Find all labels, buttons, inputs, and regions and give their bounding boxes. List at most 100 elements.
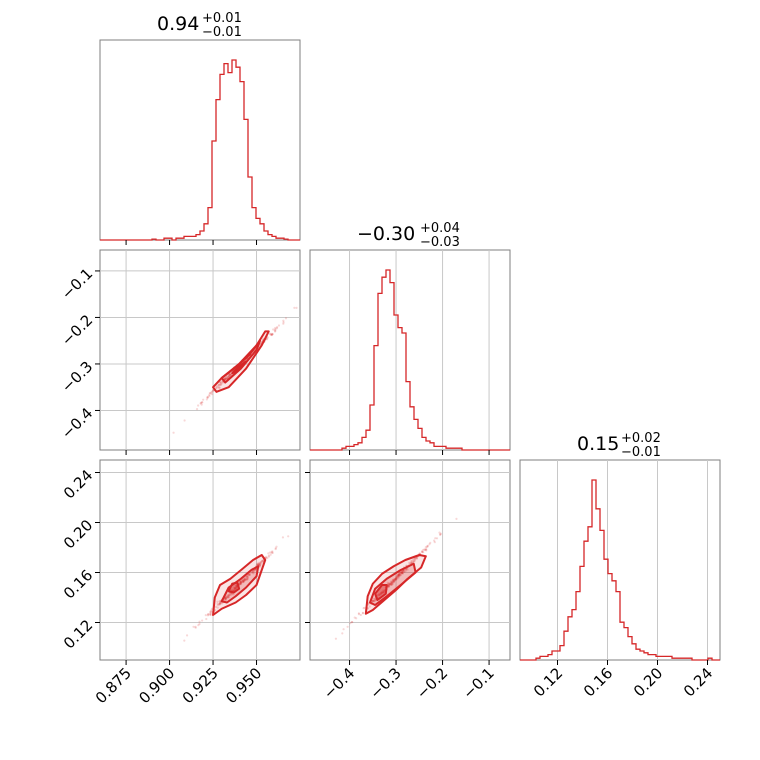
- scatter-point: [392, 580, 396, 583]
- scatter-point: [389, 583, 392, 586]
- scatter-point: [351, 621, 354, 624]
- scatter-point: [242, 580, 245, 584]
- scatter-point: [265, 555, 268, 558]
- scatter-point: [349, 622, 352, 625]
- x-tick-label: 0.12: [530, 664, 566, 700]
- scatter-point: [218, 603, 221, 606]
- scatter-point: [426, 545, 429, 549]
- scatter-point: [209, 610, 212, 613]
- scatter-point: [393, 579, 396, 583]
- scatter-point: [238, 582, 241, 586]
- scatter-point: [246, 576, 249, 579]
- title-param-1: −0.30 +0.04 −0.03: [357, 221, 460, 250]
- scatter-point: [295, 306, 298, 310]
- scatter-point: [243, 578, 246, 581]
- scatter-point: [228, 592, 231, 595]
- scatter-point: [274, 547, 277, 550]
- scatter-point: [334, 637, 338, 640]
- scatter-point: [214, 605, 218, 608]
- scatter-point: [241, 580, 244, 583]
- title-0-value: 0.94: [157, 13, 199, 35]
- title-1-plus: +0.04: [420, 221, 460, 236]
- scatter-point: [258, 564, 261, 567]
- scatter-point: [424, 548, 428, 551]
- scatter-point: [245, 577, 249, 580]
- x-tick-label: 0.16: [580, 664, 616, 700]
- scatter-point: [198, 620, 201, 623]
- scatter-point: [208, 393, 211, 397]
- scatter-point: [401, 571, 404, 574]
- scatter-point: [398, 572, 401, 575]
- scatter-point: [235, 586, 238, 589]
- panel-frame: [99, 249, 301, 451]
- y-tick-label: −0.4: [58, 404, 96, 442]
- scatter-point: [224, 597, 227, 600]
- x-tick-label: 0.24: [680, 664, 716, 700]
- scatter-point: [371, 599, 375, 603]
- y-tick-label: −0.3: [58, 358, 96, 396]
- scatter-point: [235, 584, 238, 587]
- scatter-point: [242, 579, 245, 582]
- scatter-point: [241, 579, 244, 583]
- scatter-point: [252, 569, 255, 573]
- scatter-point: [211, 390, 214, 394]
- panel-frame: [519, 459, 721, 661]
- scatter-point: [252, 571, 255, 574]
- scatter-point: [225, 596, 229, 599]
- scatter-point: [395, 578, 398, 581]
- scatter-point: [273, 330, 277, 333]
- scatter-point: [350, 620, 353, 624]
- scatter-point: [420, 550, 424, 554]
- scatter-point: [426, 544, 429, 547]
- scatter-point: [390, 582, 393, 585]
- scatter-point: [390, 580, 394, 583]
- scatter-point: [246, 577, 249, 581]
- scatter-point: [201, 619, 204, 622]
- scatter-point: [398, 574, 402, 577]
- scatter-point: [233, 587, 236, 590]
- scatter-point: [271, 551, 274, 555]
- scatter-point: [270, 333, 273, 336]
- scatter-point: [268, 551, 272, 554]
- scatter-point: [218, 602, 221, 605]
- scatter-point: [208, 392, 211, 395]
- scatter-point: [413, 560, 416, 563]
- scatter-point: [259, 565, 262, 568]
- scatter-point: [395, 576, 399, 579]
- scatter-point: [381, 590, 384, 593]
- scatter-point: [388, 582, 391, 586]
- scatter-point: [232, 593, 235, 596]
- scatter-point: [245, 578, 248, 581]
- scatter-point: [394, 576, 398, 579]
- contour-mid: [369, 562, 417, 606]
- scatter-point: [223, 377, 227, 381]
- scatter-point: [342, 628, 345, 631]
- scatter-point: [246, 575, 250, 578]
- scatter-point: [209, 612, 212, 615]
- scatter-point: [198, 622, 201, 626]
- scatter-point: [239, 580, 242, 583]
- scatter-point: [399, 572, 402, 576]
- scatter-point: [227, 595, 230, 598]
- scatter-point: [256, 563, 259, 566]
- scatter-point: [224, 597, 227, 600]
- scatter-point: [357, 612, 361, 616]
- scatter-point: [397, 573, 400, 576]
- scatter-point: [225, 595, 228, 598]
- scatter-point: [433, 541, 436, 544]
- title-2-plus: +0.02: [621, 431, 661, 446]
- scatter-point: [355, 617, 358, 620]
- scatter-point: [367, 602, 370, 605]
- scatter-point: [395, 576, 398, 579]
- scatter-panel-0-1: −0.4 −0.3 −0.2 −0.1: [58, 249, 301, 455]
- scatter-point: [412, 560, 415, 563]
- scatter-point: [387, 584, 390, 588]
- panel-frame: [309, 459, 511, 661]
- scatter-point: [217, 384, 220, 387]
- scatter-point: [425, 549, 428, 552]
- scatter-point: [401, 571, 404, 575]
- scatter-point: [197, 624, 200, 627]
- scatter-point: [229, 374, 232, 377]
- scatter-point: [271, 333, 274, 336]
- scatter-point: [227, 595, 230, 598]
